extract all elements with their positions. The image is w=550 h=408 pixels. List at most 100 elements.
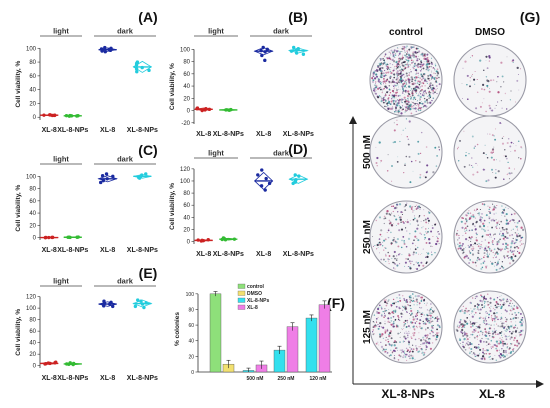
colony-dot: [422, 81, 424, 83]
colony-dot: [463, 228, 465, 230]
colony-dot: [483, 203, 486, 206]
colony-dot: [402, 84, 404, 86]
colony-dot: [432, 236, 434, 237]
colony-dot: [510, 343, 512, 344]
colony-dot: [488, 253, 490, 255]
colony-dot: [473, 147, 475, 149]
colony-dot: [436, 77, 438, 80]
y-tick-label: 80: [29, 187, 36, 193]
y-tick-label: 80: [29, 318, 36, 324]
data-point: [98, 180, 103, 185]
data-point: [144, 172, 148, 176]
colony-dot: [380, 62, 382, 64]
colony-dot: [485, 341, 488, 343]
colony-dot: [458, 326, 460, 329]
colony-dot: [498, 240, 500, 242]
colony-dot: [395, 68, 397, 70]
colony-dot: [405, 330, 407, 332]
colony-dot: [402, 86, 404, 89]
colony-dot: [425, 105, 428, 108]
colony-dot: [415, 325, 418, 328]
colony-dot: [462, 247, 465, 250]
colony-dot: [415, 300, 418, 303]
colony-dot: [495, 169, 497, 171]
colony-dot: [491, 241, 494, 244]
data-point: [267, 181, 272, 186]
colony-dot: [413, 96, 416, 99]
colony-dot: [388, 258, 390, 260]
colony-dot: [495, 345, 498, 348]
colony-dot: [502, 327, 505, 330]
colony-dot: [393, 91, 395, 93]
colony-dot: [426, 82, 428, 84]
colony-dot: [402, 51, 403, 52]
colony-dot: [373, 333, 375, 335]
colony-dot: [516, 327, 519, 329]
colony-dot: [455, 328, 458, 331]
colony-dot: [419, 346, 421, 348]
colony-dot: [397, 110, 400, 113]
colony-dot: [386, 67, 389, 70]
data-point: [220, 237, 224, 242]
colony-dot: [402, 236, 405, 238]
colony-dot: [408, 305, 410, 307]
colony-dot: [510, 247, 512, 249]
colony-dot: [392, 210, 394, 213]
colony-dot: [396, 161, 399, 163]
colony-dot: [402, 221, 404, 223]
colony-dot: [438, 83, 441, 86]
colony-dot: [406, 52, 409, 54]
colony-dot: [436, 324, 439, 327]
colony-dot: [405, 99, 407, 101]
colony-dot: [496, 297, 499, 299]
colony-dot: [399, 76, 403, 79]
colony-dot: [514, 231, 517, 234]
colony-dot: [436, 235, 438, 237]
data-point: [105, 177, 109, 181]
colony-dot: [470, 326, 472, 328]
colony-dot: [421, 227, 423, 229]
colony-dot: [371, 77, 374, 80]
colony-dot: [403, 77, 405, 78]
colony-dot: [419, 63, 421, 66]
colony-dot: [423, 79, 427, 83]
colony-dot: [384, 61, 386, 63]
colony-dot: [400, 71, 402, 74]
colony-dot: [422, 336, 425, 339]
data-point: [263, 188, 267, 192]
colony-dot: [414, 338, 417, 341]
data-group: [97, 172, 118, 185]
colony-dot: [494, 233, 496, 235]
colony-dot: [386, 302, 389, 305]
colony-dot: [405, 353, 407, 356]
colony-dot: [480, 357, 484, 360]
colony-dot: [416, 52, 418, 54]
colony-dot: [385, 316, 386, 318]
dish-outline: [369, 115, 443, 189]
colony-dot: [521, 147, 523, 149]
colony-dot: [483, 300, 486, 303]
colony-dot: [379, 252, 380, 254]
colony-dot: [393, 67, 395, 69]
colony-dot: [408, 48, 411, 51]
colony-dot: [419, 206, 421, 209]
data-point: [67, 235, 71, 239]
colony-dot: [399, 341, 401, 343]
colony-dot: [390, 231, 392, 234]
colony-dot: [465, 307, 467, 310]
colony-dot: [393, 250, 396, 254]
colony-dot: [379, 68, 382, 71]
colony-dot: [476, 303, 479, 305]
colony-dot: [503, 209, 505, 211]
colony-dot: [383, 218, 385, 220]
colony-dot: [493, 298, 496, 301]
colony-dot: [493, 220, 495, 222]
colony-dot: [403, 60, 406, 64]
colony-dot: [464, 237, 468, 241]
colony-dot: [468, 262, 470, 264]
colony-dot: [387, 104, 389, 107]
colony-dot: [399, 72, 402, 75]
colony-dot: [511, 318, 513, 320]
colony-dot: [496, 243, 499, 245]
colony-dot: [417, 100, 419, 102]
